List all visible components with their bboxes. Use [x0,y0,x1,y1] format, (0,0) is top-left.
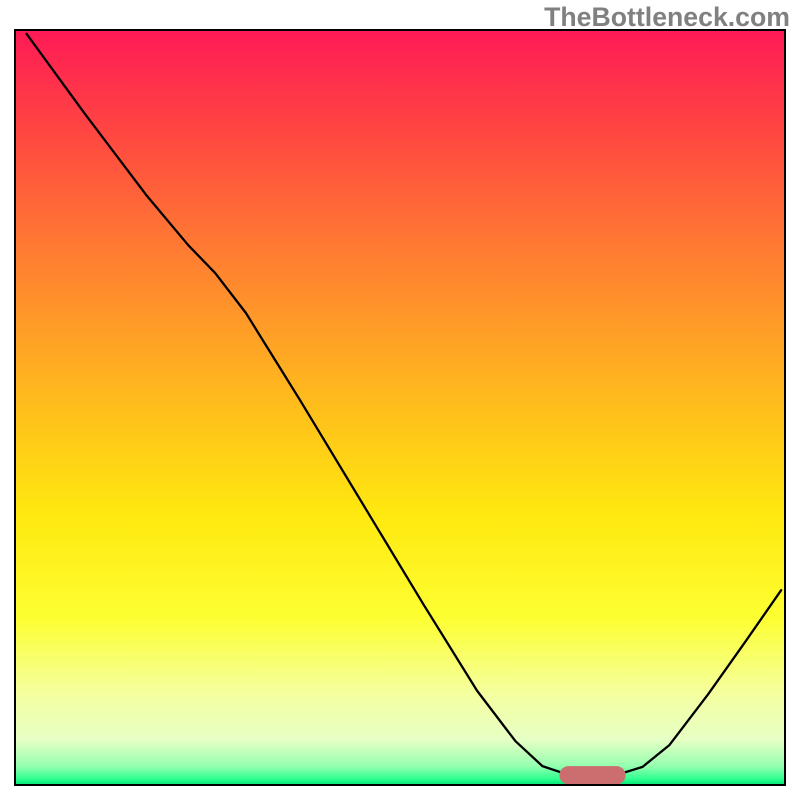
bottleneck-chart-figure: TheBottleneck.com [0,0,800,800]
chart-svg [0,0,800,800]
optimal-range-marker [559,766,625,784]
gradient-background [15,30,785,785]
watermark-text: TheBottleneck.com [544,2,790,33]
